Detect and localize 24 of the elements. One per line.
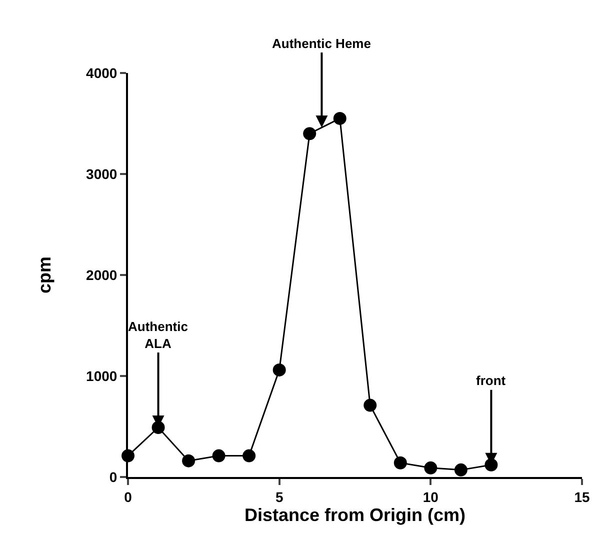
- point: [333, 112, 346, 125]
- y-tick-label: 0: [109, 468, 118, 485]
- y-tick-label: 4000: [86, 64, 118, 81]
- point: [272, 363, 286, 376]
- point: [303, 127, 316, 140]
- x-axis-title: Distance from Origin (cm): [244, 504, 466, 525]
- point: [212, 449, 226, 462]
- y-tick-label: 1000: [86, 368, 118, 384]
- annotation: Authentic ALA: [128, 319, 188, 351]
- point: [182, 454, 196, 468]
- point: [364, 398, 377, 412]
- point: [394, 456, 407, 470]
- y-axis-title: cpm: [34, 256, 55, 294]
- point: [242, 449, 256, 462]
- x-tick-label: 5: [275, 488, 284, 505]
- x-tick-label: 10: [422, 488, 439, 505]
- annotation: front: [476, 373, 506, 388]
- y-tick-label: 2000: [86, 266, 118, 283]
- y-tick-label: 3000: [86, 166, 118, 182]
- x-tick-label: 15: [574, 488, 590, 505]
- point: [424, 461, 438, 474]
- x-tick-label: 0: [124, 488, 132, 505]
- point: [454, 463, 468, 476]
- annotation: Authentic Heme: [272, 36, 371, 51]
